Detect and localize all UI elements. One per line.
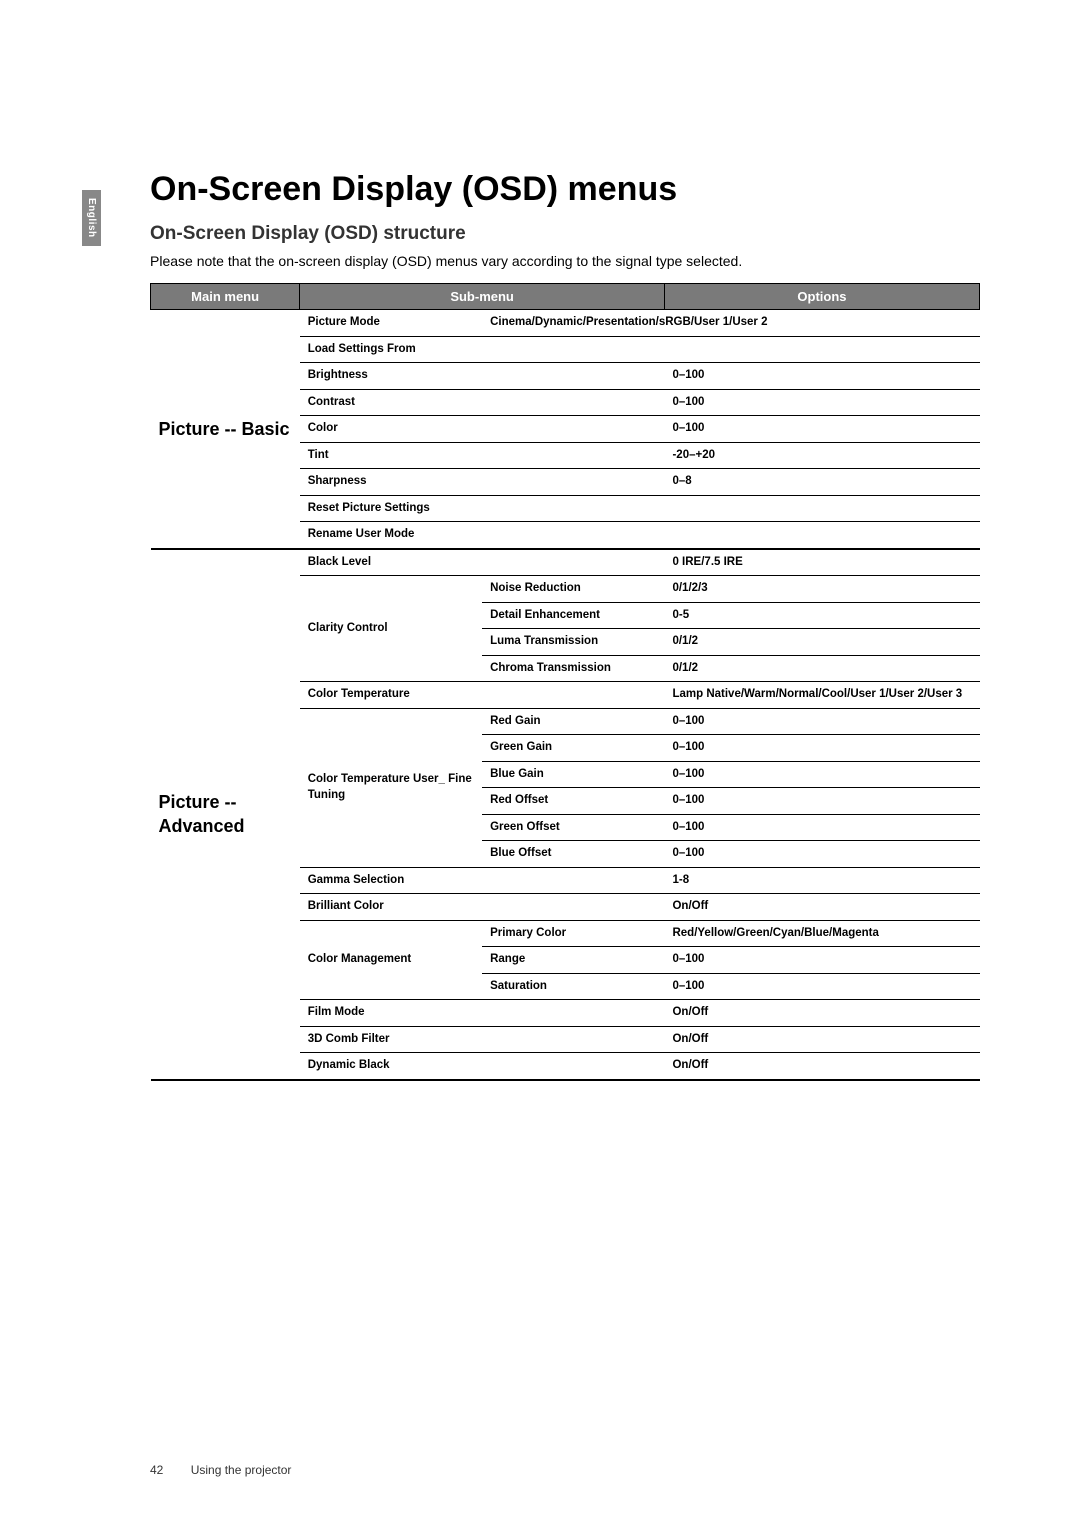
submenu-cell: 3D Comb Filter <box>300 1026 665 1053</box>
options-cell: On/Off <box>664 1000 979 1027</box>
submenu-cell: Color Temperature User_ Fine Tuning <box>300 708 482 867</box>
table-row: Picture -- BasicPicture ModeCinema/Dynam… <box>151 310 980 337</box>
options-cell: 0/1/2 <box>664 655 979 682</box>
header-options: Options <box>664 284 979 310</box>
options-cell: 0/1/2 <box>664 629 979 656</box>
submenu-cell: Film Mode <box>300 1000 665 1027</box>
submenu-cell: Sharpness <box>300 469 665 496</box>
options-cell: -20–+20 <box>664 442 979 469</box>
submenu2-cell: Primary Color <box>482 920 664 947</box>
options-cell: Lamp Native/Warm/Normal/Cool/User 1/User… <box>664 682 979 709</box>
submenu-cell: Picture Mode <box>300 310 482 337</box>
options-cell: 0–100 <box>664 708 979 735</box>
options-cell: On/Off <box>664 1026 979 1053</box>
submenu-cell: Clarity Control <box>300 576 482 682</box>
submenu-cell: Gamma Selection <box>300 867 665 894</box>
language-tab: English <box>82 190 101 246</box>
options-cell: 0/1/2/3 <box>664 576 979 603</box>
submenu2-cell: Saturation <box>482 973 664 1000</box>
page-subtitle: On-Screen Display (OSD) structure <box>150 223 980 245</box>
header-sub-menu: Sub-menu <box>300 284 665 310</box>
submenu-cell: Rename User Mode <box>300 522 980 549</box>
submenu2-cell: Green Gain <box>482 735 664 762</box>
footer-chapter: Using the projector <box>191 1463 292 1477</box>
page-title: On-Screen Display (OSD) menus <box>150 170 980 209</box>
options-cell: On/Off <box>664 894 979 921</box>
submenu-cell: Reset Picture Settings <box>300 495 980 522</box>
submenu-cell: Black Level <box>300 549 665 576</box>
options-cell: 0–100 <box>664 814 979 841</box>
intro-text: Please note that the on-screen display (… <box>150 253 980 269</box>
options-cell: 0–100 <box>664 973 979 1000</box>
submenu-cell: Brightness <box>300 363 665 390</box>
options-cell: 0–100 <box>664 389 979 416</box>
main-menu-cell: Picture -- Advanced <box>151 549 300 1080</box>
options-cell: 0–8 <box>664 469 979 496</box>
options-cell: Red/Yellow/Green/Cyan/Blue/Magenta <box>664 920 979 947</box>
options-cell: 0–100 <box>664 947 979 974</box>
table-header-row: Main menu Sub-menu Options <box>151 284 980 310</box>
submenu2-cell: Range <box>482 947 664 974</box>
options-cell: 0–100 <box>664 761 979 788</box>
submenu2-cell: Cinema/Dynamic/Presentation/sRGB/User 1/… <box>482 310 979 337</box>
osd-structure-table: Main menu Sub-menu Options Picture -- Ba… <box>150 283 980 1081</box>
main-menu-cell: Picture -- Basic <box>151 310 300 549</box>
header-main-menu: Main menu <box>151 284 300 310</box>
submenu-cell: Dynamic Black <box>300 1053 665 1080</box>
submenu-cell: Color Management <box>300 920 482 1000</box>
options-cell: 0–100 <box>664 788 979 815</box>
submenu2-cell: Red Gain <box>482 708 664 735</box>
submenu-cell: Tint <box>300 442 665 469</box>
options-cell: 0–100 <box>664 363 979 390</box>
submenu-cell: Brilliant Color <box>300 894 665 921</box>
page-footer: 42 Using the projector <box>150 1463 291 1477</box>
submenu2-cell: Noise Reduction <box>482 576 664 603</box>
footer-page-number: 42 <box>150 1463 163 1477</box>
submenu2-cell: Luma Transmission <box>482 629 664 656</box>
submenu2-cell: Green Offset <box>482 814 664 841</box>
submenu-cell: Load Settings From <box>300 336 980 363</box>
table-row: Picture -- AdvancedBlack Level0 IRE/7.5 … <box>151 549 980 576</box>
submenu-cell: Color Temperature <box>300 682 665 709</box>
submenu2-cell: Red Offset <box>482 788 664 815</box>
options-cell: 0–100 <box>664 841 979 868</box>
options-cell: 0–100 <box>664 735 979 762</box>
options-cell: On/Off <box>664 1053 979 1080</box>
page-container: English On-Screen Display (OSD) menus On… <box>0 0 1080 1527</box>
options-cell: 0 IRE/7.5 IRE <box>664 549 979 576</box>
submenu2-cell: Chroma Transmission <box>482 655 664 682</box>
options-cell: 0–100 <box>664 416 979 443</box>
submenu2-cell: Detail Enhancement <box>482 602 664 629</box>
options-cell: 1-8 <box>664 867 979 894</box>
submenu-cell: Color <box>300 416 665 443</box>
submenu2-cell: Blue Gain <box>482 761 664 788</box>
options-cell: 0-5 <box>664 602 979 629</box>
submenu-cell: Contrast <box>300 389 665 416</box>
submenu2-cell: Blue Offset <box>482 841 664 868</box>
